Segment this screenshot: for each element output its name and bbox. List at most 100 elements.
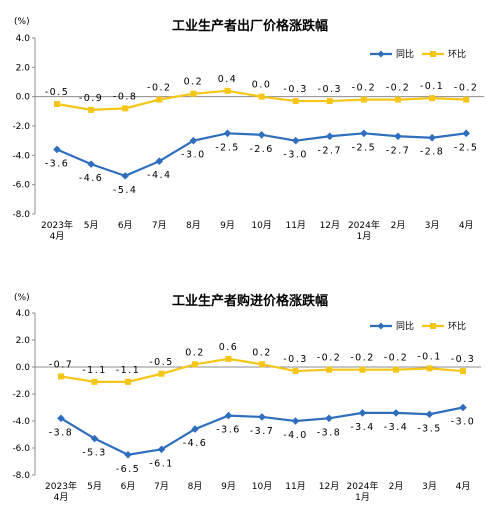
data-point-mom [122, 105, 129, 112]
data-label-yoy: -2.5 [454, 142, 479, 153]
data-point-mom [393, 366, 399, 373]
data-label-mom: 0.4 [218, 74, 238, 85]
data-label-yoy: -4.6 [79, 173, 104, 184]
data-label-mom: -0.2 [350, 353, 375, 364]
data-label-mom: -0.3 [283, 84, 308, 95]
x-tick-label: 1月 [357, 231, 372, 242]
data-point-mom [326, 366, 332, 373]
data-point-yoy [428, 133, 436, 142]
chart-title: 工业生产者购进价格涨跌幅 [172, 293, 328, 309]
data-label-yoy: -3.8 [49, 427, 74, 438]
data-label-mom: -0.8 [113, 91, 138, 102]
data-label-mom: -0.1 [417, 351, 442, 362]
data-point-yoy [157, 445, 166, 454]
y-tick-label: -2.0 [12, 390, 30, 400]
data-label-yoy: -2.7 [386, 145, 411, 156]
data-label-yoy: -3.7 [250, 426, 275, 437]
x-tick-label: 5月 [84, 220, 99, 231]
data-label-mom: -0.2 [352, 83, 377, 94]
y-tick-label: -8.0 [12, 471, 30, 481]
data-label-mom: -0.3 [318, 84, 343, 95]
legend-marker-mom [430, 323, 436, 329]
x-tick-label: 8月 [188, 481, 203, 492]
data-point-yoy [224, 411, 233, 420]
data-point-mom [224, 87, 231, 94]
legend-label-mom: 环比 [448, 48, 466, 60]
x-tick-label: 6月 [118, 220, 133, 231]
x-tick-label: 3月 [425, 220, 440, 231]
data-point-mom [190, 90, 197, 97]
data-point-mom [292, 98, 299, 105]
chart-ppi-output: 工业生产者出厂价格涨跌幅 (%) 4.0 2.0 0.0 -2.0 -4.0 -6.0 -8.0… [12, 17, 485, 242]
data-point-yoy [291, 136, 300, 145]
x-tick-label: 10月 [251, 220, 271, 231]
y-tick-label: -8.0 [12, 210, 30, 220]
x-tick-label: 2024年 [347, 480, 379, 492]
data-point-yoy [258, 413, 266, 421]
x-tick-label: 2月 [391, 220, 406, 231]
data-point-mom [156, 96, 163, 103]
x-tick-label: 2023年 [45, 480, 77, 492]
legend-marker-mom [430, 51, 436, 57]
data-label-yoy: -3.6 [45, 158, 70, 169]
data-label-yoy: -4.4 [147, 170, 172, 181]
x-tick-label: 4月 [50, 231, 65, 242]
data-point-yoy [191, 425, 199, 433]
data-point-yoy [425, 410, 434, 419]
data-label-mom: -0.1 [420, 81, 445, 92]
x-tick-label: 12月 [319, 481, 339, 492]
data-point-yoy [90, 434, 99, 443]
data-point-yoy [360, 129, 368, 138]
x-tick-label: 11月 [285, 481, 305, 492]
data-point-yoy [57, 414, 65, 423]
data-point-yoy [459, 403, 467, 412]
x-tick-label: 11月 [285, 220, 305, 231]
data-point-mom [54, 101, 60, 107]
data-label-yoy: -3.0 [451, 417, 476, 428]
data-label-mom: -0.2 [317, 353, 342, 364]
data-label-mom: 0.2 [252, 347, 272, 358]
data-label-mom: 0.2 [185, 347, 205, 358]
legend-marker-yoy [377, 50, 385, 58]
data-label-mom: -0.2 [454, 83, 479, 94]
y-tick-label: 2.0 [16, 336, 31, 346]
data-label-mom: 0.0 [252, 80, 272, 91]
data-label-yoy: -2.6 [249, 144, 274, 155]
x-tick-label: 4月 [456, 481, 471, 492]
y-unit-label: (%) [14, 293, 30, 303]
data-label-yoy: -5.4 [113, 185, 138, 196]
x-tick-label: 9月 [221, 481, 236, 492]
data-point-yoy [462, 129, 470, 138]
data-point-yoy [124, 450, 132, 459]
data-point-yoy [87, 160, 95, 168]
data-label-yoy: -3.5 [417, 423, 442, 434]
data-label-yoy: -4.6 [183, 438, 208, 449]
data-label-mom: -0.2 [147, 83, 172, 94]
data-label-yoy: -3.4 [350, 422, 375, 433]
data-point-mom [460, 368, 466, 375]
data-point-yoy [325, 414, 333, 423]
data-point-mom [258, 93, 265, 100]
data-point-yoy [291, 417, 300, 425]
data-point-yoy [53, 145, 61, 154]
data-label-yoy: -4.0 [283, 430, 308, 441]
data-point-yoy [121, 172, 129, 180]
data-label-mom: -0.2 [384, 353, 409, 364]
x-tick-label: 7月 [152, 220, 167, 231]
data-label-yoy: -5.3 [82, 448, 107, 459]
y-tick-label: -4.0 [12, 417, 30, 427]
data-label-mom: -0.3 [451, 354, 476, 365]
data-label-mom: -0.5 [45, 87, 70, 98]
x-tick-label: 10月 [252, 481, 272, 492]
data-label-yoy: -6.5 [116, 464, 141, 475]
data-point-mom [463, 96, 470, 103]
data-label-mom: 0.6 [219, 342, 239, 353]
data-point-mom [426, 365, 433, 372]
x-tick-label: 5月 [87, 481, 102, 492]
data-point-yoy [358, 409, 367, 417]
legend-label-yoy: 同比 [396, 48, 414, 60]
data-label-mom: -1.1 [82, 365, 107, 376]
chart-title: 工业生产者出厂价格涨跌幅 [172, 18, 328, 34]
data-label-yoy: -2.7 [318, 145, 343, 156]
